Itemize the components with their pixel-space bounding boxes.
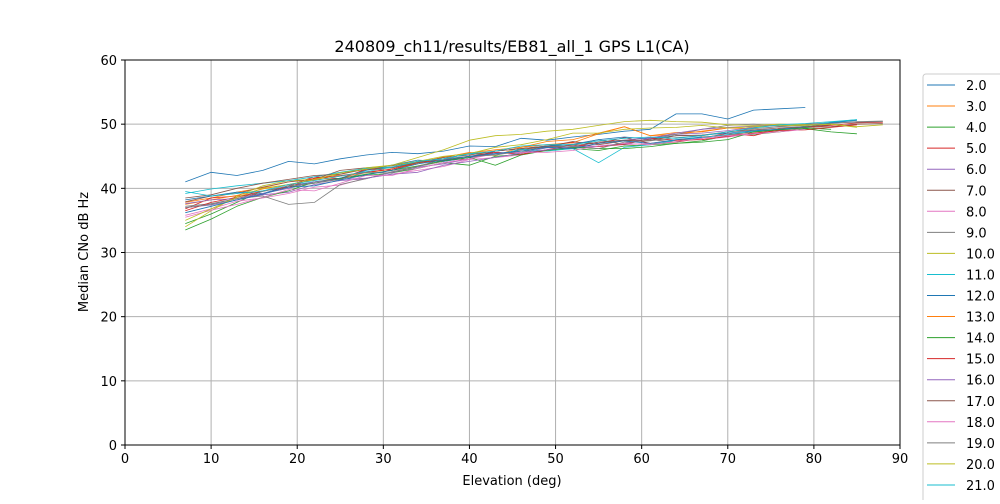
legend-label: 12.0 [966,290,995,305]
legend-label: 18.0 [966,416,995,431]
legend-label: 3.0 [966,100,987,115]
legend-frame [922,73,1000,504]
x-tick-label: 70 [720,452,737,467]
series-line-2.0 [185,107,806,183]
chart-title: 240809_ch11/results/EB81_all_1 GPS L1(CA… [334,37,689,57]
legend-label: 6.0 [966,163,987,178]
series-line-15.0 [185,124,857,212]
series-line-14.0 [185,127,832,231]
y-tick-label: 10 [100,375,117,390]
series-line-9.0 [185,121,883,207]
x-tick-label: 10 [203,452,220,467]
legend-label: 7.0 [966,184,987,199]
y-axis: 0 10 20 30 40 50 60 [100,54,125,454]
y-tick-label: 50 [100,118,117,133]
legend-label: 20.0 [966,458,995,473]
series-line-10.0 [185,119,883,228]
legend-label: 21.0 [966,479,995,494]
series-line-21.0 [185,119,857,197]
legend-label: 14.0 [966,332,995,347]
x-tick-label: 90 [892,452,909,467]
legend-label: 10.0 [966,247,995,262]
series-line-19.0 [185,120,883,208]
series-line-11.0 [185,119,857,194]
legend-label: 16.0 [966,374,995,389]
y-tick-label: 0 [109,439,117,454]
series-line-16.0 [185,125,780,205]
legend-label: 2.0 [966,79,987,94]
series-lines [185,107,883,231]
series-line-18.0 [185,128,806,218]
legend-label: 11.0 [966,268,995,283]
series-line-22.0 [185,136,702,214]
legend-label: 19.0 [966,437,995,452]
y-tick-label: 40 [100,182,117,197]
legend-label: 8.0 [966,205,987,220]
x-tick-label: 0 [121,452,129,467]
x-tick-label: 20 [289,452,306,467]
legend-label: 17.0 [966,395,995,410]
x-axis: 0 10 20 30 40 50 60 70 80 90 [121,445,908,467]
y-axis-label: Median CNo dB Hz [77,192,92,312]
x-tick-label: 80 [806,452,823,467]
legend-label: 4.0 [966,121,987,136]
x-axis-label: Elevation (deg) [462,474,561,489]
x-tick-label: 30 [375,452,392,467]
y-tick-label: 60 [100,54,117,69]
grid [124,59,901,446]
x-tick-label: 40 [461,452,478,467]
legend-label: 15.0 [966,353,995,368]
series-line-5.0 [185,121,883,210]
y-tick-label: 20 [100,311,117,326]
legend-label: 13.0 [966,311,995,326]
series-line-4.0 [185,128,857,224]
legend-label: 9.0 [966,226,987,241]
x-tick-label: 50 [547,452,564,467]
legend-label: 5.0 [966,142,987,157]
legend: 2.0 3.0 4.0 5.0 6.0 7.0 8.0 9.0 10.0 11.0 12.0 13.0… [922,73,1000,504]
x-tick-label: 60 [633,452,650,467]
y-tick-label: 30 [100,247,117,262]
